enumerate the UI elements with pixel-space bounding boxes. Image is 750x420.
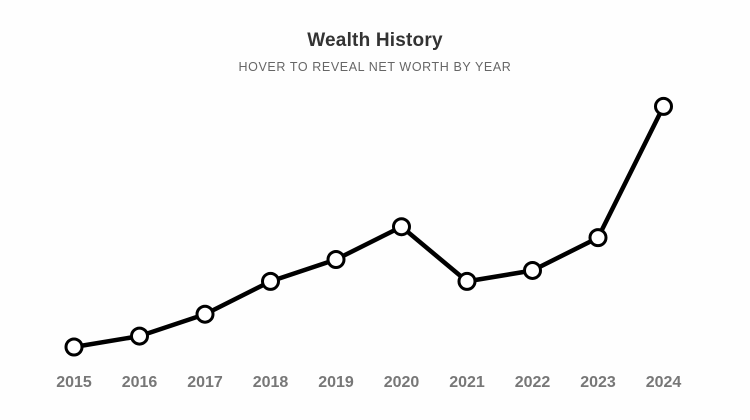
- data-point-2024[interactable]: [654, 96, 673, 116]
- x-tick-label-2015: 2015: [56, 374, 92, 391]
- x-tick-label-2017: 2017: [187, 374, 223, 391]
- data-point-2016[interactable]: [130, 326, 149, 346]
- x-tick-label-2016: 2016: [122, 374, 158, 391]
- chart-subtitle: HOVER TO REVEAL NET WORTH BY YEAR: [238, 60, 512, 74]
- data-point-2017[interactable]: [195, 304, 215, 324]
- data-point-2023[interactable]: [588, 228, 608, 248]
- x-tick-label-2018: 2018: [253, 374, 289, 391]
- x-tick-label-2022: 2022: [515, 374, 551, 391]
- data-point-2019[interactable]: [326, 250, 346, 270]
- x-tick-label-2020: 2020: [384, 374, 420, 391]
- data-point-2022[interactable]: [523, 260, 542, 280]
- data-point-2018[interactable]: [261, 271, 280, 291]
- chart-title: Wealth History: [307, 30, 443, 51]
- x-axis-ticks: 2015 2016 2017 2018 2019 2020 2021 2022 2023 2024: [56, 374, 681, 391]
- data-points-group: [64, 96, 673, 357]
- x-tick-label-2023: 2023: [580, 374, 616, 391]
- data-point-2015[interactable]: [64, 337, 84, 357]
- data-point-2021[interactable]: [457, 271, 477, 291]
- series-line: [71, 104, 666, 350]
- x-tick-label-2019: 2019: [318, 374, 354, 391]
- series-line-group: [71, 104, 666, 350]
- data-point-2020[interactable]: [392, 217, 411, 237]
- x-tick-label-2021: 2021: [449, 374, 485, 391]
- x-tick-label-2024: 2024: [646, 374, 682, 391]
